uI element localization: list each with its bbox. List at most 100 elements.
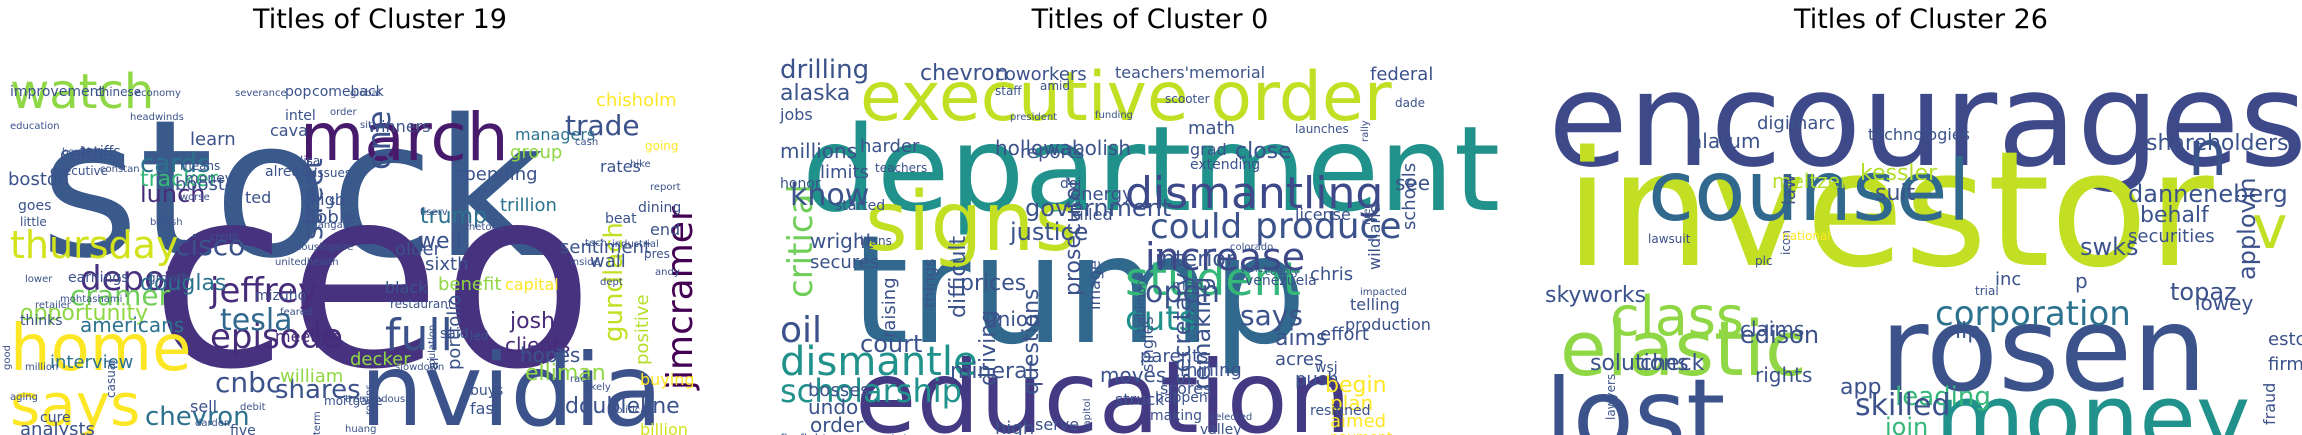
word-clients: clients (505, 333, 570, 357)
word-inside: inside (570, 257, 600, 268)
word-hollowabolish: hollowabolish (995, 136, 1131, 160)
word-term: term (312, 411, 323, 435)
word-valley: valley (1200, 422, 1242, 435)
word-wildland: wildland (1365, 203, 1384, 270)
word-state: state (885, 432, 915, 435)
word-executive-order: executive order (860, 58, 1392, 137)
word-plc: plc (1755, 254, 1773, 268)
word-rhetoric: rhetoric (465, 222, 504, 233)
word-v: v (2252, 193, 2288, 263)
word-could: could (1150, 207, 1242, 247)
word-elliman: elliman (525, 361, 606, 386)
word-headwinds: headwinds (130, 112, 184, 123)
word-oil: oil (780, 310, 822, 351)
word-killed: killed (1070, 205, 1113, 224)
word-unitedhealth: unitedhealth (275, 257, 339, 268)
word-opportunity: opportunity (20, 301, 148, 326)
word-million: million (25, 362, 58, 373)
word-trade: trade (565, 109, 640, 142)
wordcloud-panel-cluster-26: Titles of Cluster 26 encourages investor r… (1540, 0, 2302, 435)
word-race: race (570, 374, 592, 385)
wordcloud-panel-cluster-0: Titles of Cluster 0 trump education depart… (770, 0, 1530, 435)
word-trillion: trillion (500, 195, 557, 216)
word-teachers-memorial: teachers'memorial (1115, 63, 1265, 82)
word-questions: questions (1019, 288, 1044, 395)
word-harder: harder (860, 136, 920, 157)
word-cure: cure (40, 410, 71, 426)
word-one: one (360, 110, 398, 170)
word-leading: leading (1895, 382, 1991, 412)
word-already: already (265, 164, 317, 180)
word-feared: feared (280, 307, 312, 318)
word-launches: launches (1295, 122, 1349, 136)
word-billion: billion (640, 420, 688, 435)
word-nvidia: nvidia (360, 332, 663, 435)
word-meltzer: meltzer (1772, 169, 1849, 193)
word-drilling: drilling (780, 55, 869, 85)
word-federal: federal (1370, 64, 1433, 85)
word-millions: millions (780, 139, 857, 163)
word-justice: justice (1009, 218, 1088, 246)
word-court: court (860, 330, 922, 358)
word-capital: capital (505, 275, 559, 294)
word-payment: payment (1330, 430, 1393, 435)
word-secures: secures (810, 252, 879, 273)
word-high: high (310, 190, 345, 209)
word-department: department (802, 100, 1500, 238)
word-trial: trial (1975, 284, 1999, 298)
word-serve: serve (1035, 415, 1079, 434)
word-sit: sit (360, 120, 372, 131)
word-bought: bought (62, 147, 97, 158)
word-energy: energy (1070, 184, 1133, 205)
word-gundlach: gundlach (599, 222, 629, 342)
word-sixth: sixth (425, 254, 469, 275)
word-edison: edison (1740, 321, 1819, 349)
word-national: national (1782, 229, 1831, 243)
word-license: license (1295, 205, 1351, 224)
word-doubleline: doubleline (565, 394, 680, 419)
word-corporation: corporation (1935, 294, 2131, 334)
word-hopes: hopes (520, 343, 580, 367)
word-debit: debit (240, 402, 266, 413)
word-decker: decker (350, 349, 411, 370)
word-benefit: benefit (438, 274, 501, 295)
word-aging: aging (10, 392, 38, 403)
word-cash: cash (575, 137, 598, 148)
word-effort: effort (1320, 324, 1369, 345)
word-chisholm: chisholm (596, 90, 677, 111)
word-josh: josh (509, 309, 555, 334)
word-class: class (1610, 285, 1744, 348)
word-skilled: skilled (1855, 388, 1951, 423)
word-rights: rights (1755, 363, 1812, 387)
word-meeting: meeting (275, 327, 341, 346)
word-darden: darden (195, 418, 230, 429)
word-thinks: thinks (20, 313, 63, 329)
word-chris: chris (1310, 264, 1353, 285)
word-order: order (330, 107, 358, 118)
word-going: going (645, 139, 679, 153)
word-icon: icon (1779, 230, 1793, 255)
word-shareholders: shareholders (2146, 131, 2289, 156)
word-order: order (810, 413, 864, 435)
word-making: making (1150, 408, 1202, 424)
word-investor: investor (1565, 116, 2214, 303)
word-increase: increase (1145, 235, 1305, 279)
word-behalf: behalf (2140, 203, 2210, 228)
word-colorado: colorado (1230, 242, 1273, 253)
word-encourages: encourages (1548, 44, 2302, 196)
word-push: push (1295, 369, 1339, 390)
word-violence: violence (1240, 264, 1282, 275)
word-solutions: solutions (1590, 351, 1689, 376)
word-mohtashami: mohtashami (60, 294, 122, 305)
word-winners: winners (368, 117, 431, 136)
word-shares: shares (275, 375, 361, 405)
word-likely: likely (585, 382, 611, 393)
word-su: su (329, 194, 343, 208)
word-venezuela: venezuela (1245, 273, 1317, 289)
word-lost: lost (1545, 357, 1725, 435)
word-lowey: lowey (2195, 291, 2253, 315)
word-five: five (230, 423, 256, 435)
word-lunch: lunch (140, 180, 206, 208)
word-mineral: mineral (950, 359, 1034, 384)
